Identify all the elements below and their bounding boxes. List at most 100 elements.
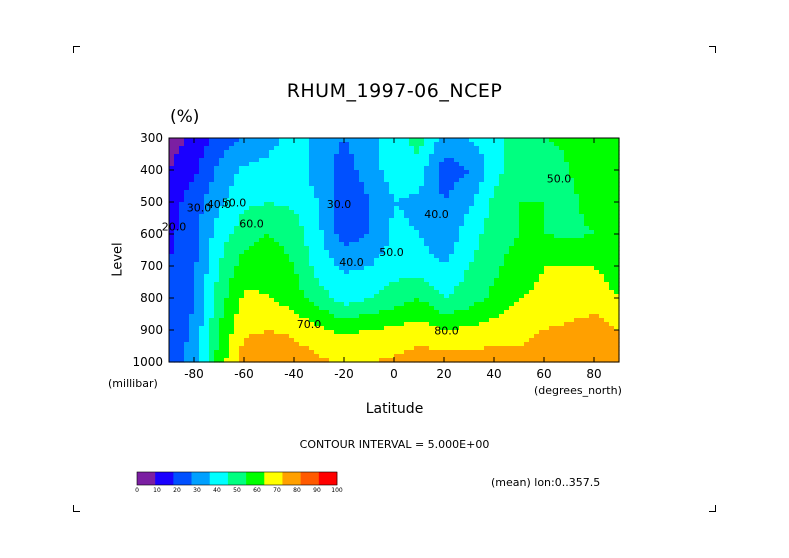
field-cell <box>394 258 400 263</box>
field-cell <box>394 322 400 327</box>
field-cell <box>359 262 365 267</box>
field-cell <box>314 262 320 267</box>
field-cell <box>179 162 185 167</box>
field-cell <box>194 314 200 319</box>
field-cell <box>224 162 230 167</box>
field-cell <box>169 234 175 239</box>
field-cell <box>379 306 385 311</box>
field-cell <box>239 266 245 271</box>
field-cell <box>439 138 445 143</box>
field-cell <box>459 158 465 163</box>
field-cell <box>219 218 225 223</box>
field-cell <box>309 278 315 283</box>
field-cell <box>309 306 315 311</box>
field-cell <box>334 170 340 175</box>
field-cell <box>439 186 445 191</box>
field-cell <box>339 266 345 271</box>
field-cell <box>529 162 535 167</box>
field-cell <box>369 186 375 191</box>
field-cell <box>604 278 610 283</box>
field-cell <box>539 218 545 223</box>
field-cell <box>259 346 265 351</box>
field-cell <box>184 194 190 199</box>
field-cell <box>604 306 610 311</box>
field-cell <box>299 250 305 255</box>
field-cell <box>594 202 600 207</box>
field-cell <box>444 206 450 211</box>
field-cell <box>284 278 290 283</box>
field-cell <box>404 234 410 239</box>
field-cell <box>569 174 575 179</box>
field-cell <box>424 250 430 255</box>
field-cell <box>449 262 455 267</box>
field-cell <box>384 214 390 219</box>
field-cell <box>174 190 180 195</box>
field-cell <box>374 350 380 355</box>
field-cell <box>484 306 490 311</box>
field-cell <box>609 210 615 215</box>
field-cell <box>384 322 390 327</box>
field-cell <box>489 294 495 299</box>
field-cell <box>294 242 300 247</box>
field-cell <box>214 150 220 155</box>
field-cell <box>214 198 220 203</box>
field-cell <box>339 254 345 259</box>
field-cell <box>359 314 365 319</box>
field-cell <box>334 270 340 275</box>
field-cell <box>369 238 375 243</box>
field-cell <box>269 302 275 307</box>
field-cell <box>419 270 425 275</box>
field-cell <box>279 266 285 271</box>
field-cell <box>289 310 295 315</box>
field-cell <box>219 230 225 235</box>
field-cell <box>294 158 300 163</box>
field-cell <box>234 298 240 303</box>
field-cell <box>289 330 295 335</box>
field-cell <box>214 250 220 255</box>
field-cell <box>574 162 580 167</box>
field-cell <box>169 198 175 203</box>
field-cell <box>389 214 395 219</box>
field-cell <box>604 138 610 143</box>
field-cell <box>584 258 590 263</box>
field-cell <box>474 174 480 179</box>
field-cell <box>294 298 300 303</box>
field-cell <box>514 226 520 231</box>
field-cell <box>479 150 485 155</box>
field-cell <box>614 350 620 355</box>
field-cell <box>389 338 395 343</box>
field-cell <box>299 238 305 243</box>
field-cell <box>489 290 495 295</box>
field-cell <box>299 262 305 267</box>
field-cell <box>494 266 500 271</box>
field-cell <box>394 334 400 339</box>
field-cell <box>249 342 255 347</box>
field-cell <box>414 174 420 179</box>
field-cell <box>264 278 270 283</box>
field-cell <box>244 354 250 359</box>
field-cell <box>529 306 535 311</box>
field-cell <box>454 314 460 319</box>
field-cell <box>464 278 470 283</box>
field-cell <box>594 286 600 291</box>
field-cell <box>239 186 245 191</box>
field-cell <box>544 246 550 251</box>
field-cell <box>479 350 485 355</box>
field-cell <box>419 166 425 171</box>
field-cell <box>539 238 545 243</box>
field-cell <box>179 342 185 347</box>
field-cell <box>289 174 295 179</box>
field-cell <box>539 278 545 283</box>
field-cell <box>219 150 225 155</box>
field-cell <box>334 142 340 147</box>
field-cell <box>244 154 250 159</box>
field-cell <box>589 230 595 235</box>
field-cell <box>334 358 340 363</box>
field-cell <box>334 214 340 219</box>
field-cell <box>444 210 450 215</box>
field-cell <box>319 170 325 175</box>
field-cell <box>289 182 295 187</box>
field-cell <box>469 234 475 239</box>
field-cell <box>344 262 350 267</box>
field-cell <box>409 270 415 275</box>
